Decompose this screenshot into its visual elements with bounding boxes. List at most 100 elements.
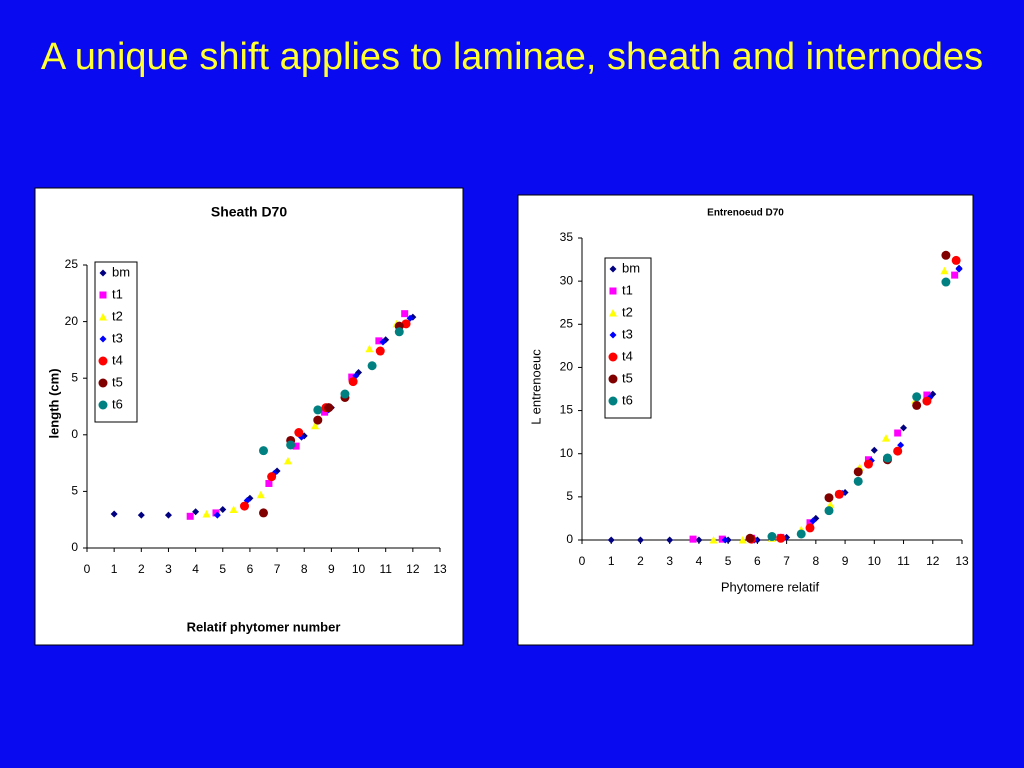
y-tick-label: 35 — [560, 230, 574, 244]
point — [137, 511, 145, 519]
x-tick-label: 11 — [379, 562, 392, 576]
x-tick-label: 13 — [955, 554, 969, 568]
y-tick-label: 20 — [560, 360, 574, 374]
point — [367, 361, 377, 371]
legend-label: t6 — [622, 392, 633, 407]
point — [745, 533, 755, 543]
point — [951, 255, 961, 265]
point — [941, 250, 951, 260]
x-tick-label: 11 — [897, 554, 910, 568]
point — [824, 493, 834, 503]
x-tick-label: 4 — [696, 554, 703, 568]
point — [853, 476, 863, 486]
point — [192, 508, 200, 516]
y-tick-label: 5 — [71, 370, 78, 384]
slide-title: A unique shift applies to laminae, sheat… — [40, 36, 984, 78]
point — [186, 512, 194, 520]
x-axis-label: Phytomere relatif — [721, 579, 820, 594]
legend-label: t4 — [622, 348, 633, 363]
legend-label: t5 — [622, 370, 633, 385]
x-tick-label: 12 — [926, 554, 940, 568]
point — [259, 508, 268, 518]
point — [922, 396, 932, 406]
point — [809, 517, 817, 525]
point — [870, 446, 878, 454]
point — [406, 314, 414, 322]
point — [283, 456, 292, 465]
legend-marker — [609, 331, 617, 339]
x-tick-label: 8 — [301, 562, 308, 576]
legend-label: t1 — [112, 286, 123, 301]
point — [912, 392, 922, 402]
y-tick-label: 0 — [71, 427, 78, 441]
point — [695, 536, 703, 544]
point — [229, 505, 238, 514]
point — [900, 424, 908, 432]
legend-marker — [98, 378, 108, 388]
point — [767, 532, 777, 542]
legend-label: t5 — [112, 374, 123, 389]
point — [324, 403, 334, 413]
x-tick-label: 12 — [406, 562, 420, 576]
point — [286, 440, 296, 450]
point — [636, 536, 644, 544]
y-tick-label: 5 — [566, 489, 573, 503]
x-tick-label: 6 — [754, 554, 761, 568]
point — [375, 346, 385, 356]
x-tick-label: 4 — [192, 562, 199, 576]
legend-marker — [99, 269, 107, 277]
legend-marker — [609, 265, 617, 273]
point — [955, 265, 963, 273]
chart-title: Sheath D70 — [211, 204, 287, 220]
legend-marker — [99, 335, 107, 343]
chart-title: Entrenoeud D70 — [707, 208, 784, 219]
y-tick-label: 25 — [65, 257, 79, 271]
x-tick-label: 5 — [725, 554, 732, 568]
point — [824, 506, 834, 516]
point — [882, 434, 890, 442]
point — [951, 271, 959, 279]
y-tick-label: 10 — [560, 446, 574, 460]
legend-marker — [98, 356, 108, 366]
point — [313, 405, 323, 415]
point — [267, 472, 277, 482]
point — [375, 337, 383, 345]
x-tick-label: 9 — [842, 554, 849, 568]
point — [213, 511, 221, 519]
x-tick-label: 8 — [813, 554, 820, 568]
y-tick-label: 15 — [560, 403, 574, 417]
point — [401, 319, 411, 329]
x-tick-label: 0 — [579, 554, 586, 568]
legend-label: t3 — [112, 330, 123, 345]
point — [689, 535, 697, 543]
chart-panel — [517, 194, 974, 646]
y-tick-label: 5 — [71, 484, 78, 498]
x-tick-label: 2 — [637, 554, 644, 568]
x-axis-label: Relatif phytomer number — [187, 619, 341, 634]
point — [834, 489, 844, 499]
point — [311, 421, 320, 430]
point — [941, 277, 951, 287]
point — [607, 536, 615, 544]
x-tick-label: 7 — [274, 562, 281, 576]
point — [401, 310, 409, 318]
point — [348, 373, 356, 381]
legend-label: bm — [622, 260, 640, 275]
point — [805, 523, 815, 533]
point — [796, 529, 806, 539]
legend-label: t1 — [622, 282, 633, 297]
point — [219, 506, 227, 514]
x-tick-label: 1 — [111, 562, 118, 576]
point — [709, 536, 718, 544]
point — [348, 377, 358, 387]
x-tick-label: 10 — [352, 562, 366, 576]
point — [912, 400, 922, 410]
legend-marker — [98, 400, 108, 410]
legend-marker — [608, 374, 618, 384]
y-axis-label: L entrenoeuc — [528, 349, 543, 425]
x-tick-label: 5 — [219, 562, 226, 576]
x-tick-label: 0 — [84, 562, 91, 576]
y-tick-label: 0 — [71, 540, 78, 554]
